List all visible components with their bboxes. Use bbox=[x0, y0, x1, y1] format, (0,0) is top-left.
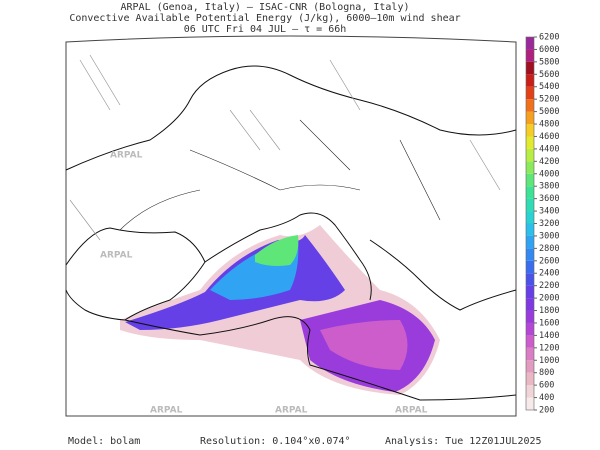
header-line: Convective Available Potential Energy (J… bbox=[69, 13, 460, 24]
colorbar-swatch bbox=[526, 298, 534, 311]
colorbar-label: 2600 bbox=[539, 256, 559, 266]
colorbar-swatch bbox=[526, 61, 534, 75]
colorbar-label: 4200 bbox=[539, 157, 559, 167]
footer-analysis: Analysis: Tue 12Z01JUL2025 bbox=[385, 436, 542, 447]
watermark: ARPAL bbox=[150, 406, 183, 416]
colorbar-label: 5600 bbox=[539, 70, 559, 80]
colorbar-label: 3200 bbox=[539, 219, 559, 229]
colorbar-label: 2800 bbox=[539, 244, 559, 254]
colorbar-label: 3000 bbox=[539, 231, 559, 241]
map-frame bbox=[65, 35, 517, 417]
colorbar-swatch bbox=[526, 248, 534, 261]
colorbar: 200 400 600 800 1000 1200 1400 1600 1800 2000 2200… bbox=[525, 33, 559, 416]
colorbar-label: 4000 bbox=[539, 169, 559, 179]
watermark: ARPAL bbox=[395, 406, 428, 416]
colorbar-label: 4600 bbox=[539, 132, 559, 142]
colorbar-swatch bbox=[526, 37, 534, 50]
colorbar-swatch bbox=[526, 49, 534, 62]
colorbar-swatch bbox=[526, 310, 534, 323]
colorbar-label: 800 bbox=[539, 368, 554, 378]
footer-model: Model: bolam bbox=[68, 436, 140, 447]
colorbar-swatch bbox=[526, 198, 534, 212]
coastlines bbox=[65, 65, 517, 401]
colorbar-label: 1200 bbox=[539, 343, 559, 353]
colorbar-swatch bbox=[526, 173, 534, 187]
colorbar-label: 5000 bbox=[539, 107, 559, 117]
watermark: ARPAL bbox=[110, 151, 143, 161]
colorbar-swatch bbox=[526, 211, 534, 224]
colorbar-swatch bbox=[526, 335, 534, 348]
watermark: ARPAL bbox=[100, 251, 133, 261]
colorbar-label: 5200 bbox=[539, 95, 559, 105]
header-line: 06 UTC Fri 04 JUL – τ = 66h bbox=[184, 24, 347, 35]
colorbar-label: 200 bbox=[539, 406, 554, 416]
footer-resolution: Resolution: 0.104°x0.074° bbox=[200, 436, 351, 447]
colorbar-swatch bbox=[526, 385, 534, 398]
colorbar-swatch bbox=[526, 148, 534, 162]
colorbar-swatch bbox=[526, 397, 534, 410]
colorbar-label: 600 bbox=[539, 381, 554, 391]
colorbar-swatch bbox=[526, 235, 534, 249]
header-line: ARPAL (Genoa, Italy) – ISAC-CNR (Bologna… bbox=[121, 2, 410, 13]
colorbar-swatch bbox=[526, 74, 534, 87]
colorbar-swatch bbox=[526, 186, 534, 199]
colorbar-label: 5800 bbox=[539, 57, 559, 67]
colorbar-swatch bbox=[526, 285, 534, 299]
map: ARPAL ARPAL ARPAL ARPAL ARPAL bbox=[65, 35, 517, 417]
colorbar-label: 1600 bbox=[539, 318, 559, 328]
colorbar-label: 4800 bbox=[539, 120, 559, 130]
cape-field bbox=[120, 225, 440, 395]
colorbar-label: 1400 bbox=[539, 331, 559, 341]
colorbar-swatch bbox=[526, 372, 534, 386]
colorbar-label: 3800 bbox=[539, 182, 559, 192]
colorbar-swatch bbox=[526, 322, 534, 336]
colorbar-label: 1800 bbox=[539, 306, 559, 316]
colorbar-label: 3600 bbox=[539, 194, 559, 204]
colorbar-label: 400 bbox=[539, 393, 554, 403]
colorbar-swatch bbox=[526, 161, 534, 174]
colorbar-label: 3400 bbox=[539, 207, 559, 217]
colorbar-swatch bbox=[526, 136, 534, 149]
colorbar-swatch bbox=[526, 124, 534, 137]
colorbar-label: 6000 bbox=[539, 45, 559, 55]
wind-barbs bbox=[69, 54, 501, 241]
colorbar-swatch bbox=[526, 99, 534, 112]
colorbar-label: 2400 bbox=[539, 269, 559, 279]
colorbar-swatch bbox=[526, 360, 534, 373]
colorbar-label: 4400 bbox=[539, 144, 559, 154]
watermark: ARPAL bbox=[275, 406, 308, 416]
colorbar-label: 6200 bbox=[539, 33, 559, 43]
colorbar-swatch bbox=[526, 223, 534, 236]
colorbar-label: 1000 bbox=[539, 356, 559, 366]
colorbar-swatch bbox=[526, 86, 534, 100]
colorbar-swatch bbox=[526, 111, 534, 125]
colorbar-label: 5400 bbox=[539, 82, 559, 92]
colorbar-label: 2200 bbox=[539, 281, 559, 291]
colorbar-swatch bbox=[526, 260, 534, 274]
colorbar-swatch bbox=[526, 273, 534, 286]
colorbar-swatch bbox=[526, 347, 534, 361]
colorbar-label: 2000 bbox=[539, 294, 559, 304]
